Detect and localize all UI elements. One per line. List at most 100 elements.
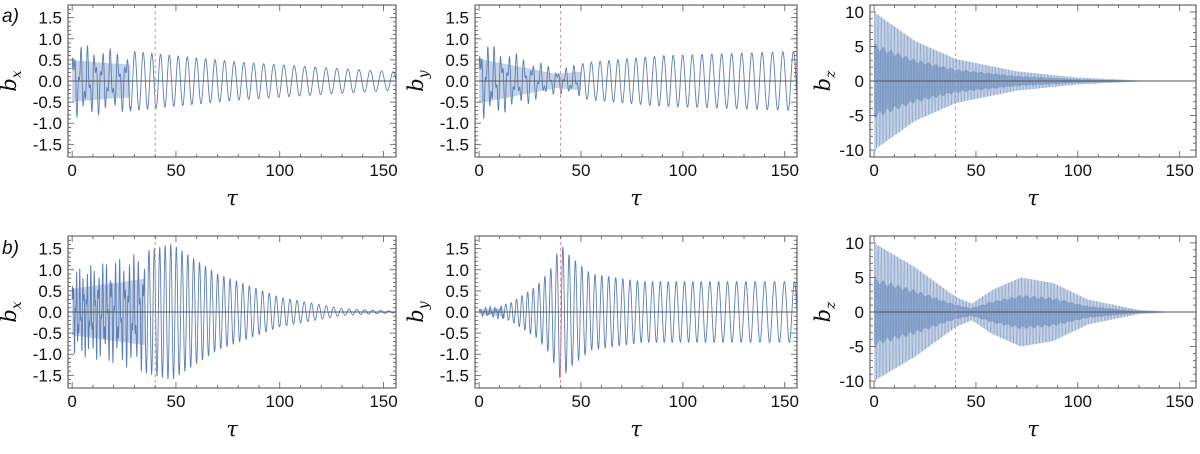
chart-panel-a-by: 0 50 100 150 -1.5 -1.0 -0.5 0.0 0.5 1.0 1.5 τ by xyxy=(404,4,799,210)
x-tick-label: 50 xyxy=(966,392,985,411)
y-tick-label: 1.0 xyxy=(445,261,469,280)
series-line xyxy=(478,246,797,379)
series-line xyxy=(71,243,396,380)
y-tick-label: 10 xyxy=(845,3,864,22)
y-axis-label: bx xyxy=(0,70,25,91)
x-axis-label: τ xyxy=(630,417,642,441)
chart-panel-b-by: 0 50 100 150 -1.5 -1.0 -0.5 0.0 0.5 1.0 1.5 τ by xyxy=(404,235,799,441)
chart-panel-a-bz: 0 50 100 150 -10 -5 0 5 10 τ bz xyxy=(811,3,1197,210)
x-axis-label: τ xyxy=(226,186,238,210)
x-tick-label: 50 xyxy=(572,392,591,411)
y-tick-label: -1.5 xyxy=(440,135,469,154)
x-tick-label: 50 xyxy=(166,161,185,180)
y-tick-label: 0.5 xyxy=(38,51,62,70)
y-axis-label-base: b xyxy=(0,78,21,91)
x-tick-label: 100 xyxy=(669,392,697,411)
y-axis-label: bz xyxy=(811,301,839,322)
x-tick-label: 0 xyxy=(869,161,878,180)
x-tick-label: 100 xyxy=(669,161,697,180)
y-tick-label: 5 xyxy=(855,268,864,287)
y-tick-label: 0.5 xyxy=(445,51,469,70)
y-tick-label: -1.0 xyxy=(33,114,62,133)
x-tick-label: 150 xyxy=(1166,161,1194,180)
x-tick-label: 50 xyxy=(966,161,985,180)
x-tick-label: 0 xyxy=(869,392,878,411)
x-tick-label: 100 xyxy=(1064,161,1092,180)
y-tick-label: -0.5 xyxy=(33,93,62,112)
x-tick-label: 50 xyxy=(166,392,185,411)
y-tick-label: 0.0 xyxy=(38,72,62,91)
y-tick-label: 1.0 xyxy=(445,30,469,49)
y-axis-label-base: b xyxy=(811,78,835,91)
y-tick-label: 0.5 xyxy=(445,282,469,301)
x-tick-label: 0 xyxy=(474,392,483,411)
y-axis-label: bx xyxy=(0,301,25,322)
row-label: b) xyxy=(2,238,19,259)
series-line xyxy=(478,46,797,120)
y-tick-label: -1.0 xyxy=(440,345,469,364)
y-tick-label: 0 xyxy=(855,72,864,91)
x-tick-label: 150 xyxy=(1166,392,1194,411)
y-tick-label: -10 xyxy=(839,141,864,160)
x-tick-label: 50 xyxy=(572,161,591,180)
x-axis-label: τ xyxy=(226,417,238,441)
y-tick-label: 0 xyxy=(855,303,864,322)
y-tick-label: -1.0 xyxy=(33,345,62,364)
y-tick-label: -0.5 xyxy=(33,324,62,343)
y-tick-label: 1.5 xyxy=(38,240,62,259)
x-tick-label: 0 xyxy=(67,392,76,411)
y-axis-label-sub: x xyxy=(9,301,25,309)
x-tick-label: 0 xyxy=(67,161,76,180)
y-axis-label-sub: x xyxy=(9,70,25,78)
x-axis-label: τ xyxy=(1027,417,1039,441)
x-tick-label: 150 xyxy=(369,161,397,180)
plot-area xyxy=(478,246,797,379)
y-tick-label: -1.0 xyxy=(440,114,469,133)
y-tick-label: 0.0 xyxy=(445,303,469,322)
x-tick-label: 150 xyxy=(771,392,799,411)
chart-panel-a-bx: 0 50 100 150 -1.5 -1.0 -0.5 0.0 0.5 1.0 1.5 τ bx xyxy=(0,4,398,210)
plot-area xyxy=(478,46,797,120)
x-tick-label: 0 xyxy=(474,161,483,180)
y-tick-label: -1.5 xyxy=(33,135,62,154)
chart-panel-b-bx: 0 50 100 150 -1.5 -1.0 -0.5 0.0 0.5 1.0 1.5 τ bx xyxy=(0,235,398,441)
x-axis-label: τ xyxy=(1027,186,1039,210)
y-tick-label: -5 xyxy=(849,107,864,126)
y-tick-label: -0.5 xyxy=(440,93,469,112)
y-tick-label: 10 xyxy=(845,234,864,253)
y-tick-label: 1.0 xyxy=(38,30,62,49)
y-tick-label: 1.5 xyxy=(38,9,62,28)
y-tick-label: 0.0 xyxy=(445,72,469,91)
y-axis-label-sub: z xyxy=(823,70,839,79)
row-label: a) xyxy=(2,6,19,27)
series-line xyxy=(873,243,1196,380)
y-tick-label: 5 xyxy=(855,37,864,56)
y-axis-label-base: b xyxy=(404,309,428,322)
x-tick-label: 150 xyxy=(369,392,397,411)
y-axis-label-base: b xyxy=(811,309,835,322)
chart-panel-b-bz: 0 50 100 150 -10 -5 0 5 10 τ bz xyxy=(811,234,1197,441)
y-axis-label-sub: y xyxy=(416,300,432,310)
x-tick-label: 100 xyxy=(266,161,294,180)
y-axis-label-sub: y xyxy=(416,69,432,79)
y-tick-label: 1.5 xyxy=(445,9,469,28)
x-tick-label: 100 xyxy=(1064,392,1092,411)
y-tick-label: -10 xyxy=(839,372,864,391)
y-tick-label: -1.5 xyxy=(440,366,469,385)
y-tick-label: 0.5 xyxy=(38,282,62,301)
y-axis-label-base: b xyxy=(0,309,21,322)
y-tick-label: -1.5 xyxy=(33,366,62,385)
y-axis-label: by xyxy=(404,300,432,322)
y-tick-label: 1.0 xyxy=(38,261,62,280)
series-line xyxy=(71,45,396,119)
x-tick-label: 100 xyxy=(266,392,294,411)
y-axis-label-sub: z xyxy=(823,301,839,310)
x-axis-label: τ xyxy=(630,186,642,210)
y-tick-label: -5 xyxy=(849,338,864,357)
y-tick-label: 0.0 xyxy=(38,303,62,322)
y-axis-label: by xyxy=(404,69,432,91)
series-line xyxy=(873,12,1196,149)
y-tick-label: -0.5 xyxy=(440,324,469,343)
y-tick-label: 1.5 xyxy=(445,240,469,259)
